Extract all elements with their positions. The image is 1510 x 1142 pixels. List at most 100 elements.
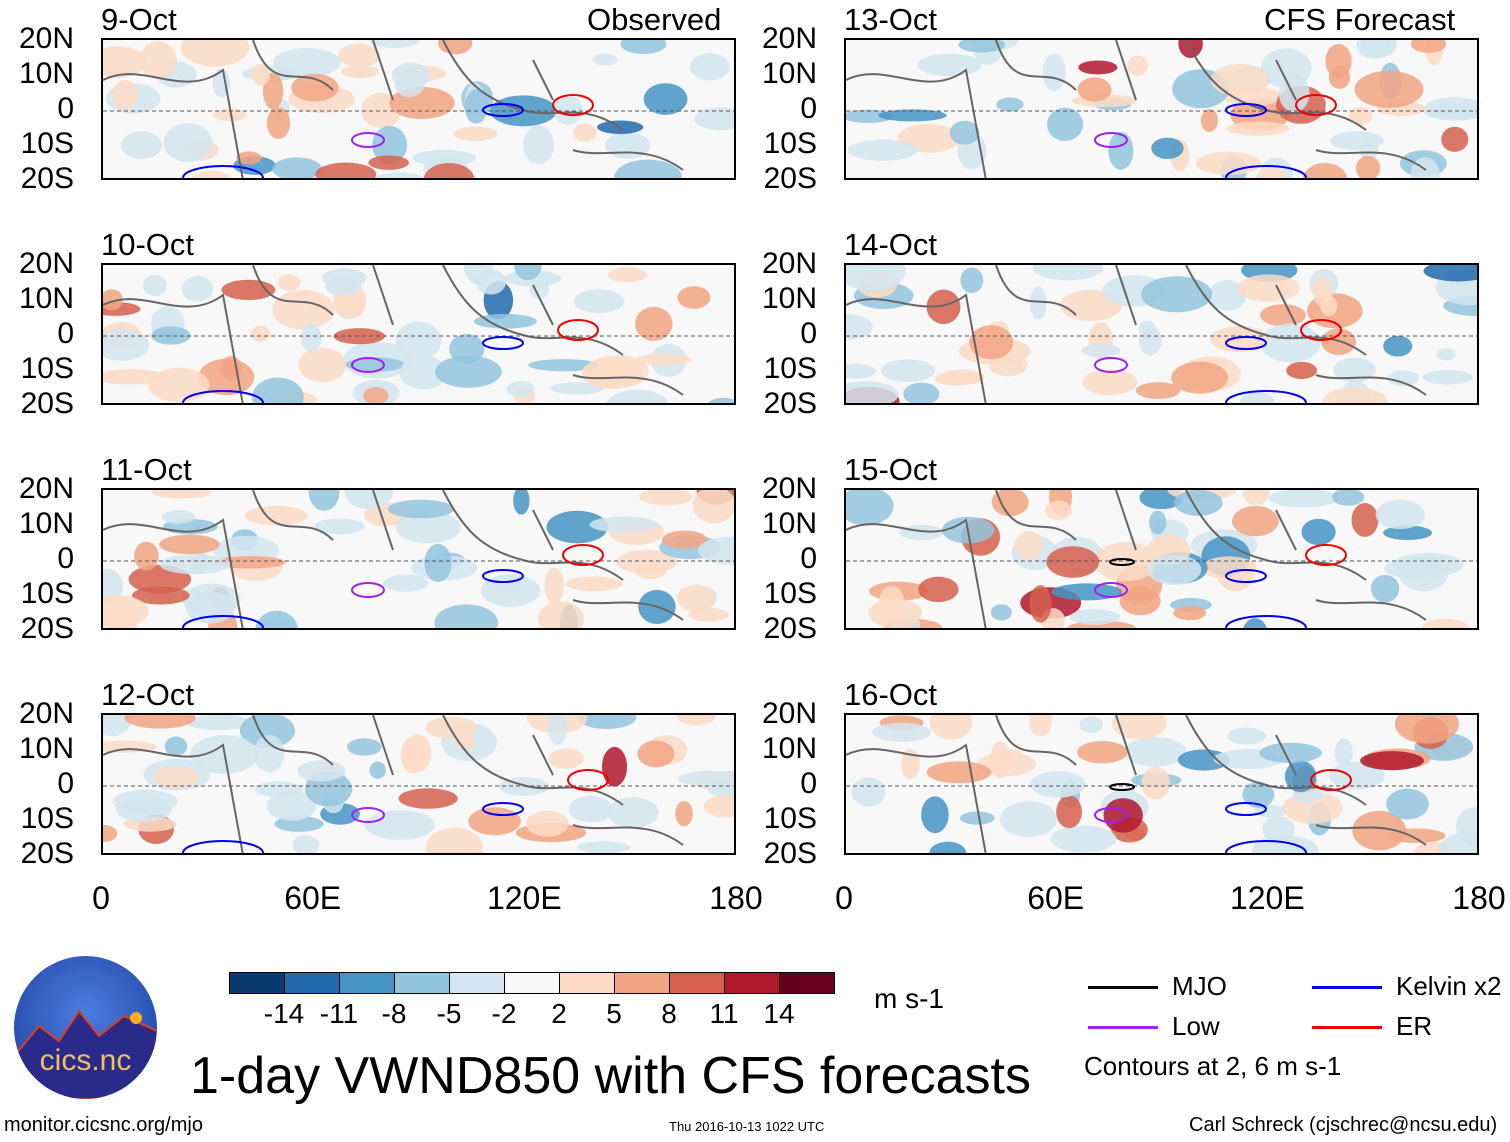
lat-tick-label: 10S [763,352,817,385]
anomaly-blob [124,715,196,729]
anomaly-blob [1056,795,1083,829]
anomaly-blob [1351,503,1379,537]
anomaly-blob [1124,736,1187,767]
lat-tick-label: 10S [20,127,74,160]
anomaly-blob [1301,518,1336,546]
wave-contour [482,802,524,816]
anomaly-blob [315,162,377,178]
anomaly-blob [851,777,886,807]
anomaly-blob [103,715,132,737]
map-panel [101,38,736,180]
anomaly-blob [1422,369,1473,385]
anomaly-blob [991,490,1029,517]
anomaly-blob [697,536,734,565]
anomaly-blob [1050,825,1117,853]
anomaly-blob [387,499,454,519]
lat-tick-label: 20S [20,387,74,420]
anomaly-blob [547,715,567,746]
lat-tick-label: 20N [761,22,817,55]
wave-contour [1300,319,1342,341]
wave-contour [1225,103,1267,117]
lat-tick-label: 10S [763,802,817,835]
lat-tick-label: 10N [761,507,817,540]
anomaly-blob [929,715,973,740]
anomaly-blob [341,65,380,79]
wave-contour [1109,783,1135,791]
anomaly-blob [1029,715,1052,737]
anomaly-blob [1046,546,1100,578]
anomaly-blob [1014,530,1044,560]
wave-contour [1225,165,1307,178]
anomaly-blob [1147,554,1202,586]
legend-line-mjo [1088,986,1158,989]
anomaly-blob [468,807,521,836]
anomaly-blob [1209,280,1247,311]
footer-url[interactable]: monitor.cicsnc.org/mjo [4,1114,203,1136]
anomaly-blob [134,541,159,571]
lat-tick-label: 0 [800,767,817,800]
lat-tick-label: 20N [761,697,817,730]
map-panel [844,38,1479,180]
anomaly-blob [692,490,734,524]
anomaly-blob [1286,361,1318,380]
colorbar-swatch [559,972,615,994]
wave-contour [1109,558,1135,566]
anomaly-blob [1352,810,1407,851]
anomaly-blob [159,554,231,575]
wave-contour [1225,615,1307,628]
coastline [103,490,684,628]
anomaly-blob [1254,804,1288,818]
lat-tick-label: 20S [763,837,817,870]
anomaly-blob [878,109,947,122]
anomaly-blob [1195,151,1261,176]
anomaly-blob [1232,506,1279,537]
anomaly-blob [548,748,584,769]
lat-tick-label: 20S [20,612,74,645]
wave-contour [482,103,524,117]
lon-tick-label: 0 [92,880,110,916]
anomaly-blob [254,781,304,798]
anomaly-blob [921,796,949,834]
anomaly-blob [1082,369,1138,396]
lat-tick-label: 20S [20,837,74,870]
lon-tick-label: 0 [835,880,853,916]
anomaly-blob [1029,585,1052,623]
legend-line-kelvin-x2 [1312,986,1382,989]
wave-contour [182,165,264,178]
anomaly-field [846,490,1477,628]
anomaly-blob [525,810,569,837]
anomaly-field [846,265,1477,403]
anomaly-blob [577,715,637,730]
anomaly-blob [846,265,906,291]
anomaly-blob [1226,121,1290,136]
anomaly-blob [1312,276,1333,307]
wave-contour [351,807,385,823]
anomaly-blob [213,108,247,122]
anomaly-blob [1383,525,1433,541]
panel-date: 13-Oct [844,2,938,37]
anomaly-blob [103,46,147,78]
anomaly-blob [1141,766,1171,800]
anomaly-blob [1093,542,1158,582]
lat-tick-label: 10S [763,127,817,160]
anomaly-blob [690,53,730,81]
wave-contour [351,357,385,373]
map-panel [101,713,736,855]
anomaly-blob [1135,382,1181,399]
colorbar-units: m s-1 [874,983,944,1014]
lat-tick-label: 10N [18,57,74,90]
legend-label: ER [1396,1011,1433,1041]
anomaly-blob [186,715,252,731]
anomaly-blob [272,157,322,178]
wave-contour [1094,807,1128,823]
anomaly-blob [473,313,537,329]
anomaly-blob [398,788,458,809]
anomaly-blob [1259,304,1306,327]
lat-tick-label: 0 [800,542,817,575]
anomaly-blob [1334,738,1353,767]
lat-tick-label: 20S [763,612,817,645]
anomaly-blob [1079,716,1104,734]
anomaly-blob [250,325,271,342]
wave-contour [1094,132,1128,148]
anomaly-blob [999,801,1057,838]
